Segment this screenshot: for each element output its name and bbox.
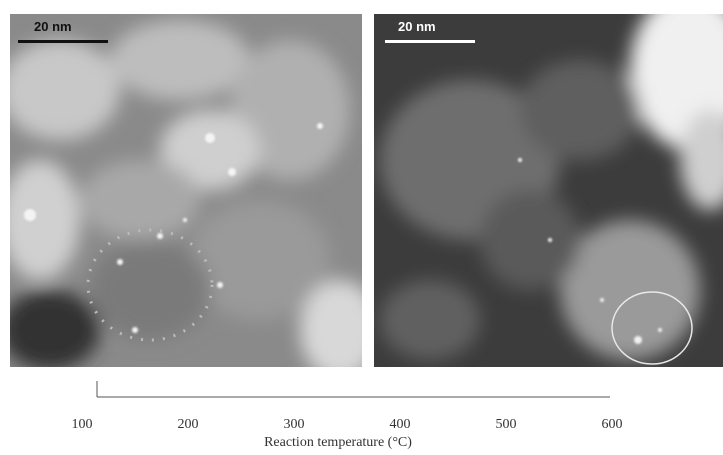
tick-label: 300 [284, 417, 305, 432]
tick-label: 100 [72, 417, 93, 432]
page: 20 nm 20 nm 100 200 300 400 500 600 Reaction … [0, 0, 723, 455]
scale-bar-label: 20 nm [398, 19, 436, 34]
tick-label: 500 [496, 417, 517, 432]
tem-image-right [374, 0, 723, 367]
tick-label: 600 [602, 417, 623, 432]
scale-bar-label: 20 nm [34, 19, 72, 34]
scale-bar [18, 40, 108, 43]
tick-labels: 100 200 300 400 500 600 [72, 417, 623, 432]
axis-label: Reaction temperature (°C) [264, 435, 412, 450]
tick-label: 400 [390, 417, 411, 432]
tick-label: 200 [178, 417, 199, 432]
tem-image-left [0, 14, 380, 380]
scale-bar [385, 40, 475, 43]
figure: 20 nm 20 nm 100 200 300 400 500 600 Reaction … [0, 0, 723, 455]
